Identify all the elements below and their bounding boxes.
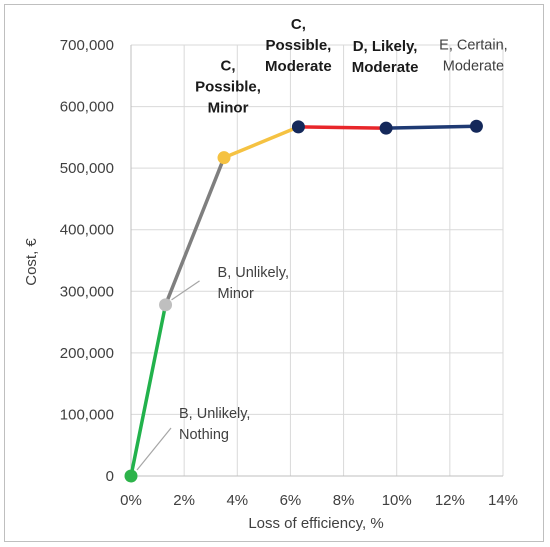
annotation-0-line-0: B, Unlikely,	[179, 406, 250, 422]
y-tick-label-3: 300,000	[60, 283, 114, 300]
y-tick-label-0: 0	[106, 468, 114, 485]
data-point-0	[124, 469, 138, 483]
annotation-3-line-2: Moderate	[265, 58, 332, 75]
annotation-0-line-1: Nothing	[179, 427, 229, 443]
y-tick-labels: 0 100,000 200,000 300,000 400,000 500,000 600,…	[60, 37, 114, 485]
annotation-leader-1	[171, 280, 200, 301]
y-tick-label-6: 600,000	[60, 99, 114, 116]
x-tick-labels: 0% 2% 4% 6% 8% 10% 12% 14%	[120, 492, 518, 509]
annotation-2-line-1: Possible,	[195, 79, 261, 96]
y-axis-title: Cost, €	[23, 238, 40, 286]
annotation-leader-lines	[136, 280, 200, 471]
x-tick-label-2: 4%	[226, 492, 248, 509]
series-segment-1	[163, 155, 226, 307]
x-tick-label-1: 2%	[173, 492, 195, 509]
series-segments	[129, 124, 479, 478]
data-point-2	[217, 151, 231, 165]
annotation-leader-0	[136, 427, 172, 471]
x-tick-label-0: 0%	[120, 492, 142, 509]
y-tick-label-5: 500,000	[60, 160, 114, 177]
annotation-4-line-1: Moderate	[352, 59, 419, 76]
y-tick-label-4: 400,000	[60, 222, 114, 239]
annotation-3-line-0: C,	[291, 16, 306, 33]
annotation-4-line-0: D, Likely,	[353, 38, 418, 55]
annotation-3-line-1: Possible,	[265, 37, 331, 54]
y-tick-label-2: 200,000	[60, 345, 114, 362]
data-points	[124, 119, 483, 483]
axes	[130, 45, 503, 477]
x-tick-label-5: 10%	[382, 492, 412, 509]
y-tick-label-1: 100,000	[60, 406, 114, 423]
data-point-3	[291, 120, 305, 134]
chart-frame	[4, 4, 544, 542]
annotation-2-line-2: Minor	[208, 100, 249, 117]
x-tick-label-4: 8%	[333, 492, 355, 509]
annotation-2-line-0: C,	[221, 58, 236, 75]
annotation-5-line-1: Moderate	[443, 58, 504, 74]
data-point-1	[159, 298, 173, 312]
point-annotations: B, Unlikely, Nothing B, Unlikely, Minor C, Po…	[179, 16, 508, 443]
y-tick-label-7: 700,000	[60, 37, 114, 54]
x-tick-label-7: 14%	[488, 492, 518, 509]
annotation-5-line-0: E, Certain,	[439, 37, 508, 53]
series-segment-2	[222, 125, 301, 160]
annotation-1-line-0: B, Unlikely,	[218, 265, 289, 281]
series-segment-0	[129, 303, 168, 478]
data-point-5	[469, 119, 483, 133]
series-segment-4	[384, 124, 479, 130]
annotation-1-line-1: Minor	[218, 286, 254, 302]
x-axis-title: Loss of efficiency, %	[248, 515, 383, 532]
x-tick-label-3: 6%	[280, 492, 302, 509]
series-segment-3	[296, 125, 388, 130]
data-point-4	[379, 121, 393, 135]
x-tick-label-6: 12%	[435, 492, 465, 509]
